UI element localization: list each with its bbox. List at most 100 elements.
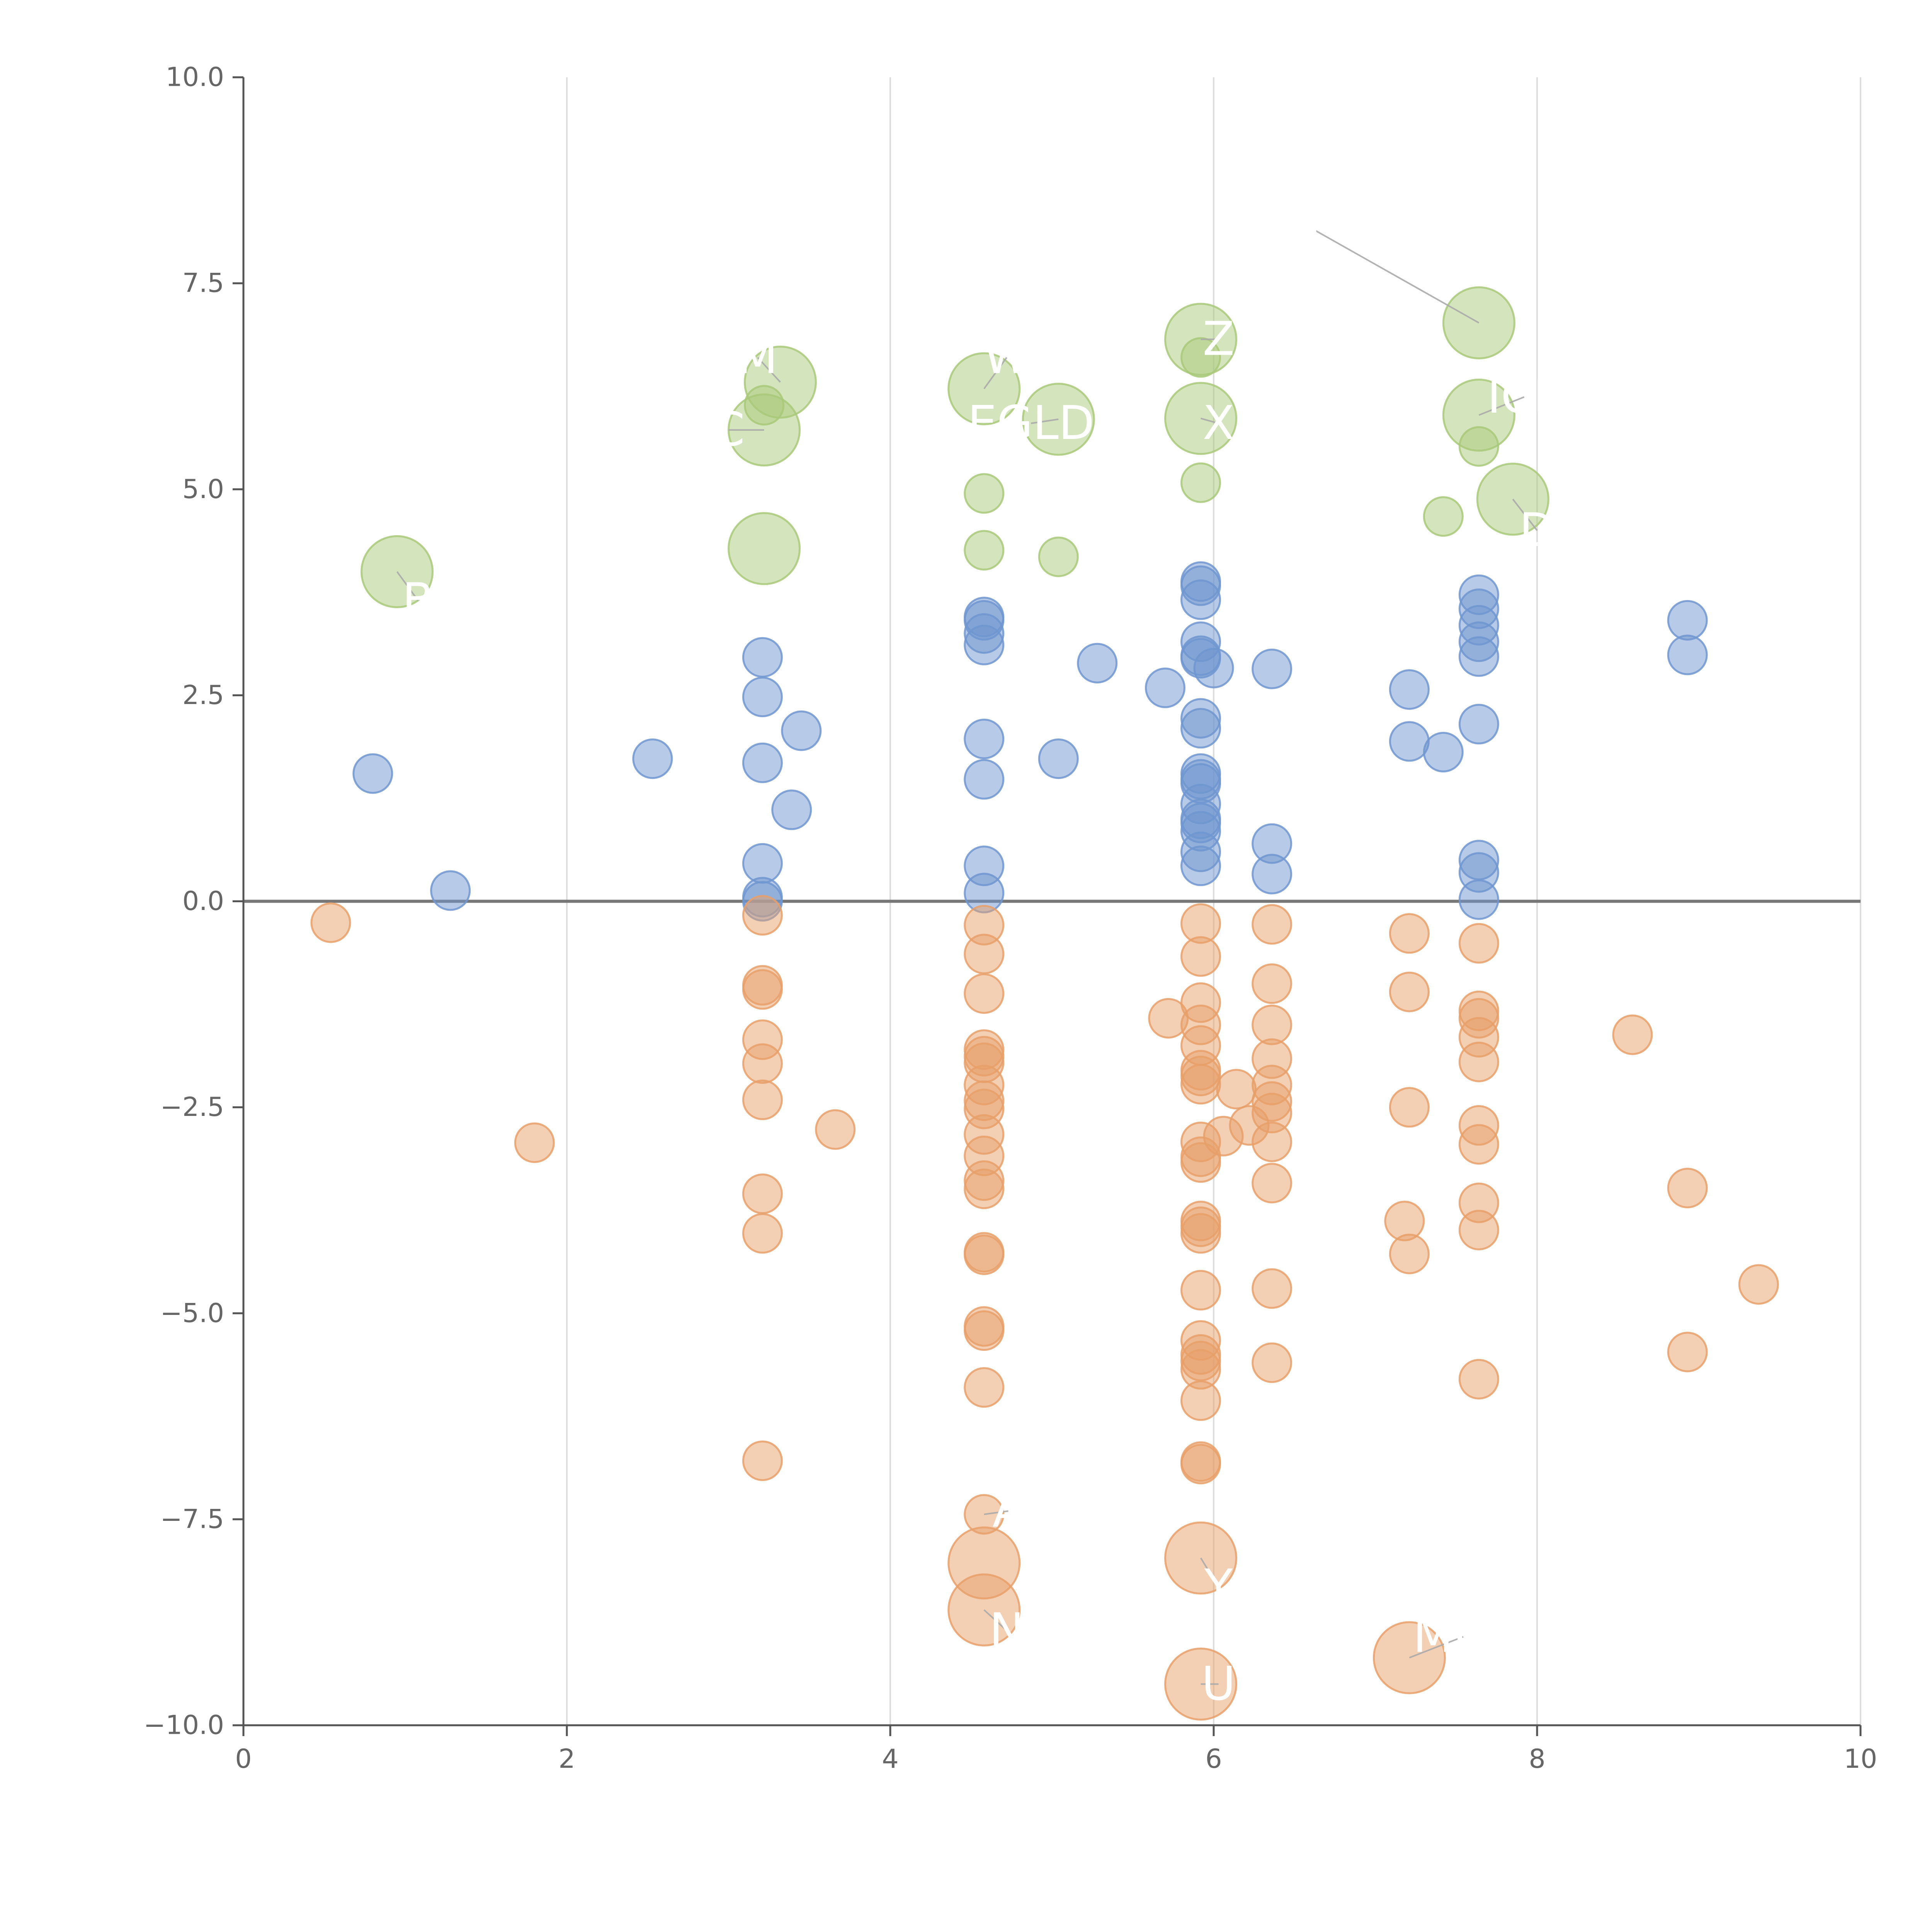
label-connector [984, 1510, 1009, 1515]
mid-point [742, 637, 783, 678]
mid-point [1180, 708, 1221, 749]
mid-point [1180, 579, 1221, 620]
y-tick-label: −7.5 [160, 1504, 224, 1534]
low-point [1180, 1213, 1221, 1254]
label-connector [1031, 418, 1059, 424]
low-point [1252, 1163, 1293, 1204]
low-point [742, 1173, 783, 1214]
mid-point [742, 677, 783, 718]
mid-point [1458, 879, 1499, 920]
low-point [742, 1213, 783, 1254]
mid-point [1038, 738, 1079, 779]
y-tick-label: 7.5 [182, 268, 224, 299]
label-connector [1200, 1558, 1219, 1587]
mid-point [1667, 600, 1708, 641]
label-connector [1200, 417, 1219, 424]
low-point [1458, 1359, 1499, 1400]
low-point [742, 1079, 783, 1120]
high-point [1180, 462, 1221, 503]
mid-point [964, 718, 1005, 759]
mid-point [742, 742, 783, 783]
data-points [310, 286, 1779, 1721]
low-point [1180, 1142, 1221, 1183]
label-connector [983, 1609, 1007, 1631]
low-point [1667, 1332, 1708, 1372]
low-point [1458, 1209, 1499, 1250]
low-point [1180, 1380, 1221, 1421]
point-label: D [1519, 503, 1555, 557]
low-point [964, 1310, 1005, 1351]
point-label: A [992, 1484, 1024, 1538]
label-connector [1409, 1635, 1465, 1658]
low-point [964, 1168, 1005, 1209]
x-tick-label: 0 [235, 1744, 252, 1774]
mid-point [1458, 636, 1499, 677]
low-point [742, 1043, 783, 1084]
high-point [744, 385, 785, 426]
point-label: Y [1204, 1560, 1233, 1614]
low-point [310, 902, 351, 943]
high-point [964, 530, 1005, 571]
y-tick-label: 2.5 [182, 680, 224, 711]
point-label: N [989, 1604, 1024, 1657]
high-point [1180, 337, 1221, 378]
mid-point [1252, 854, 1293, 895]
low-point [1180, 936, 1221, 977]
y-tick-label: −2.5 [160, 1092, 224, 1122]
low-point [1458, 1041, 1499, 1082]
low-point [742, 895, 783, 936]
low-point [1389, 913, 1430, 954]
point-label: W [984, 331, 1030, 384]
low-point [1216, 1069, 1257, 1110]
y-tick-label: 5.0 [182, 474, 224, 505]
point-label: ICP [1487, 370, 1561, 424]
x-tick-label: 6 [1205, 1744, 1222, 1774]
x-tick-label: 4 [882, 1744, 898, 1774]
high-point [1038, 536, 1079, 577]
label-connector [1313, 229, 1480, 324]
mid-point [1180, 845, 1221, 886]
low-point [1667, 1168, 1708, 1209]
mid-point [1077, 643, 1118, 684]
low-point [964, 934, 1005, 975]
high-point [964, 473, 1005, 514]
low-point [815, 1109, 856, 1150]
mid-point [781, 710, 822, 751]
mid-point [632, 738, 673, 779]
mid-point [1458, 704, 1499, 745]
low-point [1252, 1268, 1293, 1309]
axes: 10.0 7.5 5.0 2.5 0.0 −2.5 −5.0 −7.5 −10.0 0 2 4 6 8 10 [144, 62, 1878, 1775]
low-point [1252, 1342, 1293, 1383]
mid-point [1193, 648, 1234, 689]
y-tick-label: −10.0 [144, 1710, 224, 1741]
low-point [1738, 1264, 1779, 1305]
high-point [728, 512, 801, 585]
mid-point [1389, 669, 1430, 710]
low-point [742, 1440, 783, 1481]
mid-point [1389, 721, 1430, 762]
point-label: U [1202, 1657, 1236, 1711]
point-labels: B MC W EGLD ZX T ICP D A N YU MKR [396, 203, 1561, 1711]
low-point [742, 969, 783, 1010]
label-connector [1478, 396, 1525, 416]
mid-point [1252, 648, 1293, 689]
low-point [1252, 963, 1293, 1004]
point-label: MKR [1413, 1609, 1516, 1663]
y-tick-label: 0.0 [182, 886, 224, 917]
low-point [1180, 1270, 1221, 1311]
low-point [964, 973, 1005, 1014]
mid-point [430, 870, 471, 911]
low-point [1389, 1087, 1430, 1128]
low-point [1180, 1444, 1221, 1485]
mid-point [964, 624, 1005, 665]
low-point [1180, 1064, 1221, 1105]
label-connector [983, 357, 1007, 389]
y-tick-label: −5.0 [160, 1298, 224, 1328]
mid-point [1667, 634, 1708, 675]
point-label: M [738, 331, 778, 384]
mid-point [1145, 667, 1185, 708]
label-connector [1512, 498, 1538, 531]
point-label: X [1202, 396, 1234, 450]
high-point [1458, 426, 1499, 467]
low-point [1389, 971, 1430, 1012]
